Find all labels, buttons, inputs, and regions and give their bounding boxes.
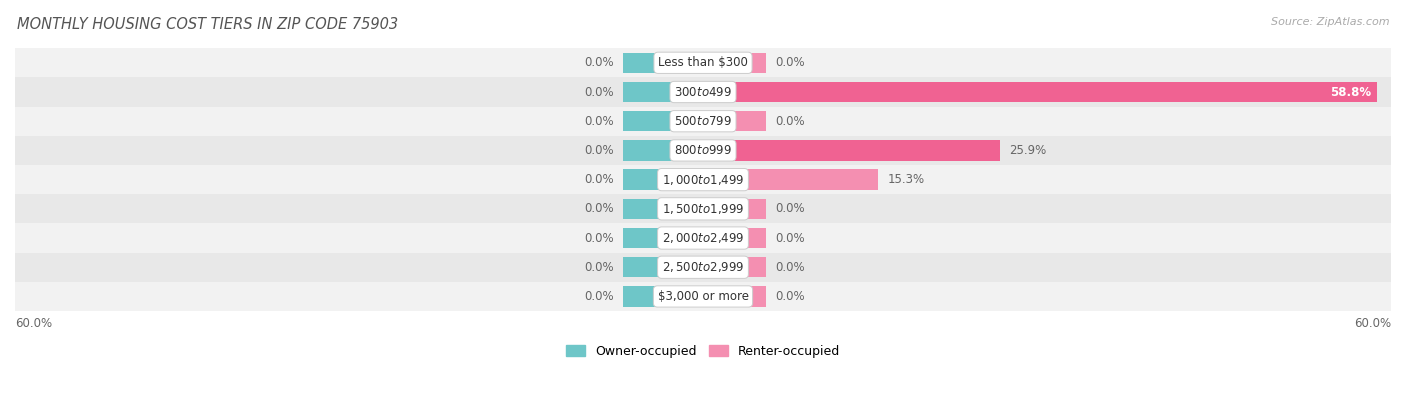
Bar <box>623 169 703 190</box>
Text: Source: ZipAtlas.com: Source: ZipAtlas.com <box>1271 17 1389 27</box>
Text: 60.0%: 60.0% <box>1354 317 1391 330</box>
Bar <box>703 111 766 132</box>
Text: 58.8%: 58.8% <box>1330 85 1371 98</box>
Text: 0.0%: 0.0% <box>583 290 613 303</box>
Bar <box>623 82 703 102</box>
Text: $2,000 to $2,499: $2,000 to $2,499 <box>662 231 744 245</box>
Text: MONTHLY HOUSING COST TIERS IN ZIP CODE 75903: MONTHLY HOUSING COST TIERS IN ZIP CODE 7… <box>17 17 398 32</box>
Text: $3,000 or more: $3,000 or more <box>658 290 748 303</box>
Bar <box>703 199 766 219</box>
Text: 25.9%: 25.9% <box>1010 144 1046 157</box>
Bar <box>623 199 703 219</box>
Text: $1,000 to $1,499: $1,000 to $1,499 <box>662 173 744 187</box>
Text: 0.0%: 0.0% <box>583 261 613 274</box>
Text: Less than $300: Less than $300 <box>658 56 748 69</box>
Bar <box>703 53 766 73</box>
Bar <box>15 107 1391 136</box>
Text: 0.0%: 0.0% <box>775 56 804 69</box>
Text: 0.0%: 0.0% <box>583 203 613 215</box>
Text: 15.3%: 15.3% <box>887 173 925 186</box>
Text: 60.0%: 60.0% <box>15 317 52 330</box>
Text: 0.0%: 0.0% <box>775 290 804 303</box>
Bar <box>703 82 1378 102</box>
Bar <box>623 228 703 248</box>
Text: 0.0%: 0.0% <box>583 85 613 98</box>
Bar <box>15 48 1391 78</box>
Text: 0.0%: 0.0% <box>775 232 804 244</box>
Text: 0.0%: 0.0% <box>583 115 613 128</box>
Text: $1,500 to $1,999: $1,500 to $1,999 <box>662 202 744 216</box>
Bar <box>623 53 703 73</box>
Text: 0.0%: 0.0% <box>775 261 804 274</box>
Bar <box>703 286 766 307</box>
Bar <box>623 286 703 307</box>
Bar <box>623 140 703 161</box>
Bar <box>15 78 1391 107</box>
Text: 0.0%: 0.0% <box>583 56 613 69</box>
Text: 0.0%: 0.0% <box>583 173 613 186</box>
Bar <box>703 169 879 190</box>
Bar <box>703 140 1000 161</box>
Bar <box>623 257 703 278</box>
Bar <box>15 282 1391 311</box>
Bar <box>15 223 1391 253</box>
Bar <box>623 111 703 132</box>
Bar <box>703 228 766 248</box>
Text: 0.0%: 0.0% <box>775 115 804 128</box>
Bar <box>15 194 1391 223</box>
Text: $500 to $799: $500 to $799 <box>673 115 733 128</box>
Bar <box>15 136 1391 165</box>
Text: $300 to $499: $300 to $499 <box>673 85 733 98</box>
Bar <box>703 257 766 278</box>
Text: $800 to $999: $800 to $999 <box>673 144 733 157</box>
Bar <box>15 165 1391 194</box>
Bar <box>15 253 1391 282</box>
Legend: Owner-occupied, Renter-occupied: Owner-occupied, Renter-occupied <box>561 339 845 363</box>
Text: 0.0%: 0.0% <box>583 144 613 157</box>
Text: $2,500 to $2,999: $2,500 to $2,999 <box>662 260 744 274</box>
Text: 0.0%: 0.0% <box>775 203 804 215</box>
Text: 0.0%: 0.0% <box>583 232 613 244</box>
